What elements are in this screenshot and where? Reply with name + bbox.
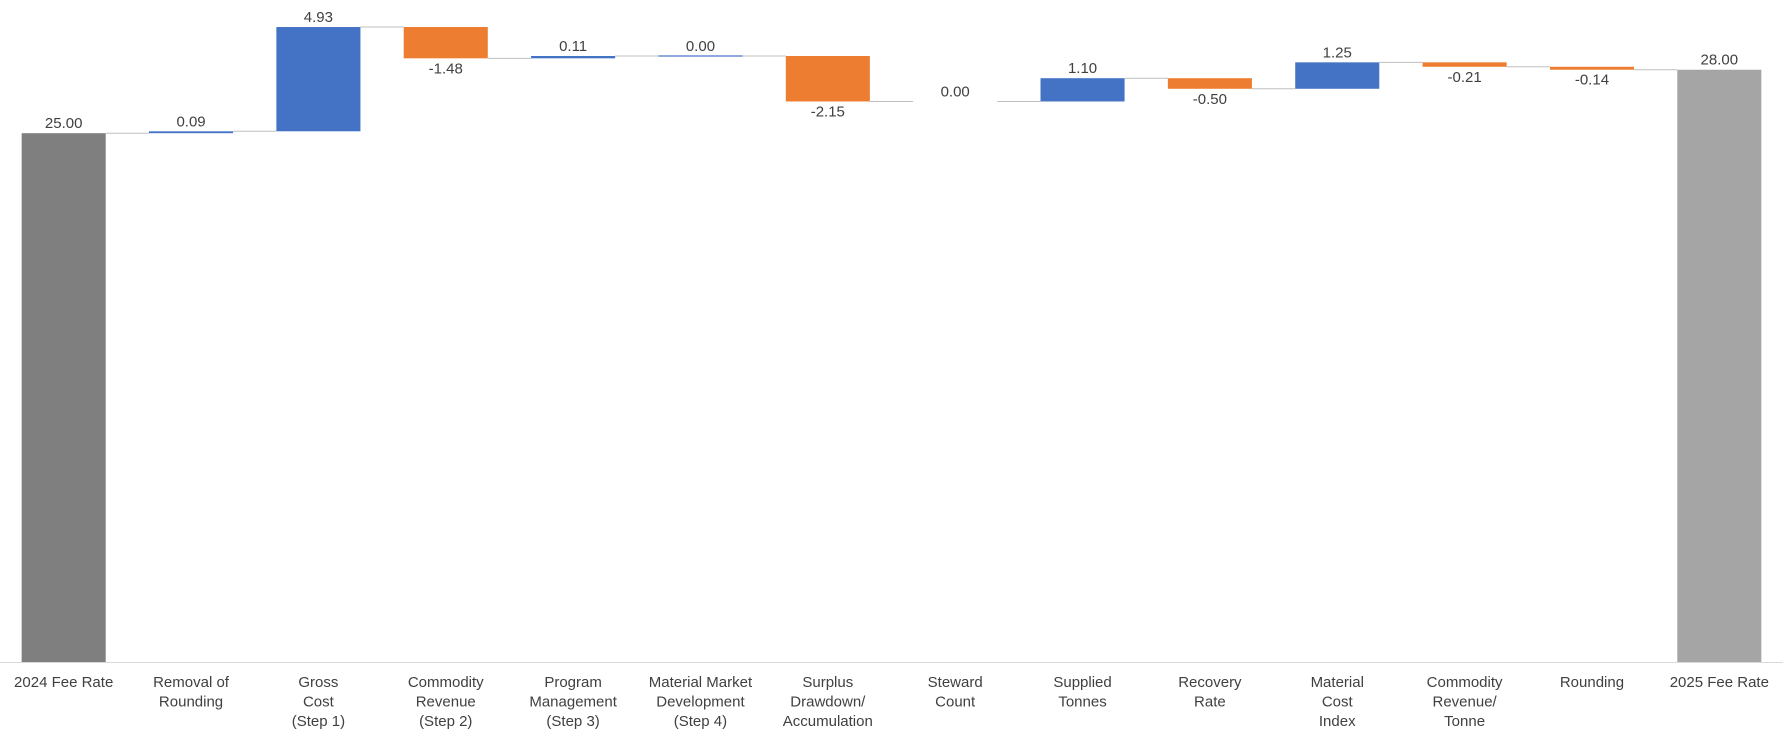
bar-removal-of-rounding — [149, 131, 234, 134]
category-label-2025-fee-rate: 2025 Fee Rate — [1670, 674, 1769, 691]
value-label-recovery-rate: -0.50 — [1193, 91, 1227, 108]
category-label-gross-cost-step-1: Gross Cost (Step 1) — [292, 674, 345, 730]
category-label-material-cost-index: Material Cost Index — [1311, 674, 1364, 730]
category-label-surplus-drawdown-accumulation: Surplus Drawdown/Accumulation — [783, 674, 873, 730]
category-label-commodity-revenue-step-2: Commodity Revenue (Step 2) — [408, 674, 484, 730]
value-label-surplus-drawdown-accumulation: -2.15 — [811, 103, 845, 120]
value-label-2025-fee-rate: 28.00 — [1701, 52, 1739, 69]
category-label-rounding: Rounding — [1560, 674, 1624, 691]
bar-rounding — [1549, 66, 1634, 70]
bar-material-market-development-step-4 — [658, 55, 743, 57]
value-label-program-management-step-3: 0.11 — [559, 38, 587, 55]
bar-commodity-revenue-tonne — [1422, 62, 1507, 67]
value-labels: 25.00 0.09 4.93 -1.48 0.11 0.00 -2.15 0.00 1.10 -… — [45, 9, 1738, 132]
category-label-steward-count: Steward Count — [928, 674, 983, 711]
category-label-recovery-rate: Recovery Rate — [1178, 674, 1242, 711]
category-label-commodity-revenue-tonne: Commodity Revenue/Tonne — [1427, 674, 1503, 730]
category-label-material-market-development-step-4: Material Market Development (Step 4) — [649, 674, 753, 730]
connector-lines — [105, 26, 1678, 134]
category-label-program-management-step-3: Program Management (Step 3) — [529, 674, 617, 730]
bar-commodity-revenue-step-2 — [403, 27, 488, 59]
bar-surplus-drawdown-accumulation — [785, 56, 870, 102]
value-label-steward-count: 0.00 — [941, 83, 970, 100]
value-label-gross-cost-step-1: 4.93 — [304, 9, 333, 26]
value-label-material-market-development-step-4: 0.00 — [686, 38, 715, 55]
value-label-commodity-revenue-tonne: -0.21 — [1448, 69, 1482, 86]
bar-recovery-rate — [1167, 78, 1252, 89]
bars — [21, 27, 1762, 663]
bar-material-cost-index — [1295, 62, 1380, 89]
category-label-2024-fee-rate: 2024 Fee Rate — [14, 674, 113, 691]
value-label-supplied-tonnes: 1.10 — [1068, 60, 1097, 77]
bar-supplied-tonnes — [1040, 78, 1125, 102]
bar-2024-fee-rate — [21, 133, 106, 662]
value-label-rounding: -0.14 — [1575, 72, 1609, 89]
value-label-commodity-revenue-step-2: -1.48 — [429, 60, 463, 77]
bar-2025-fee-rate — [1677, 69, 1762, 663]
bar-gross-cost-step-1 — [276, 27, 361, 132]
category-labels: 2024 Fee Rate Removal of Rounding Gross Cost… — [14, 674, 1769, 730]
value-label-material-cost-index: 1.25 — [1323, 44, 1352, 61]
category-label-removal-of-rounding: Removal of Rounding — [153, 674, 230, 711]
bar-program-management-step-3 — [531, 56, 616, 59]
category-label-supplied-tonnes: Supplied Tonnes — [1053, 674, 1111, 711]
value-label-removal-of-rounding: 0.09 — [176, 113, 205, 130]
value-label-2024-fee-rate: 25.00 — [45, 115, 83, 132]
